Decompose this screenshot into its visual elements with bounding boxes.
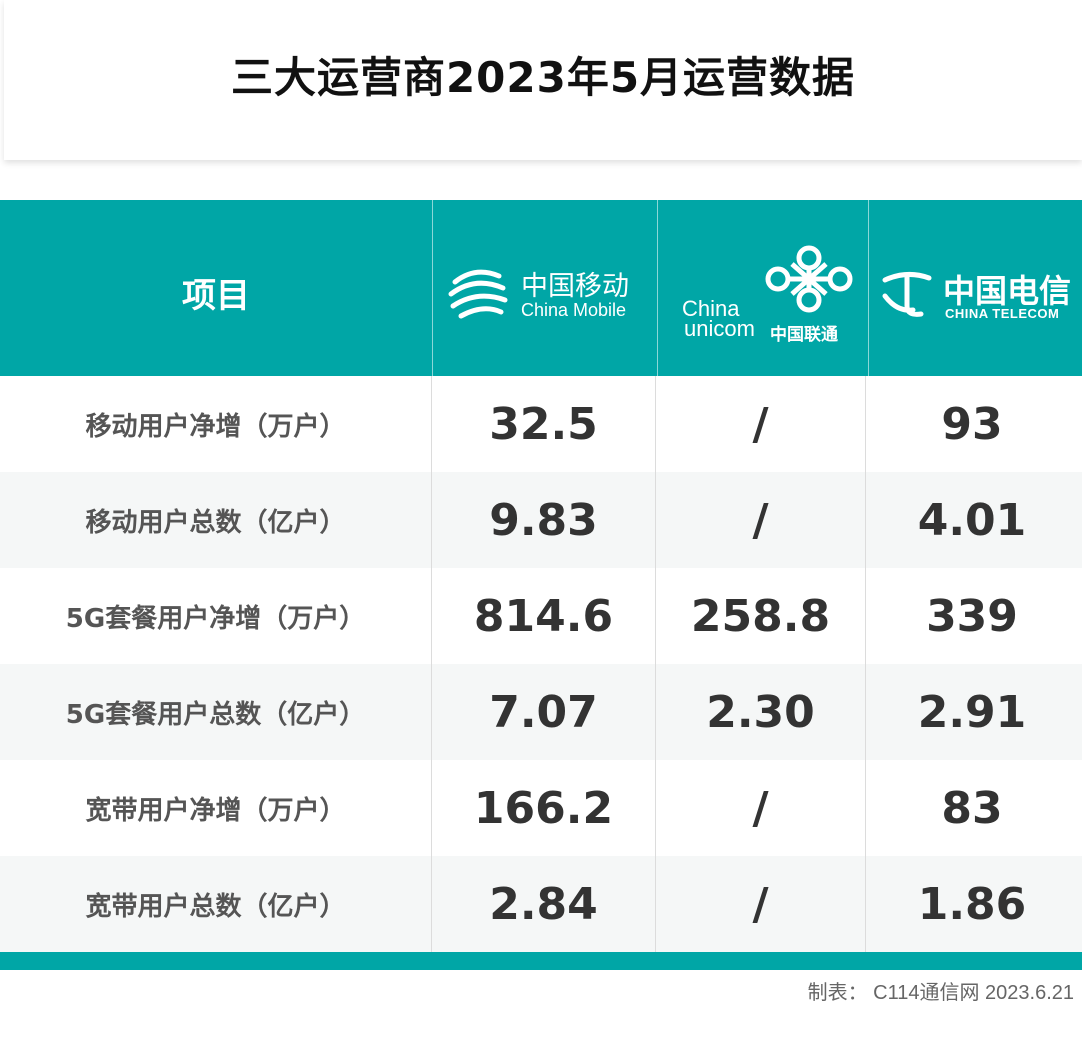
china-telecom-logo-icon (882, 272, 932, 317)
row-label: 移动用户总数（亿户） (0, 472, 432, 568)
cmcc-value: 32.5 (432, 376, 656, 472)
title-panel: 三大运营商2023年5月运营数据 (4, 0, 1082, 160)
table-row: 宽带用户总数（亿户） 2.84 / 1.86 (0, 856, 1082, 952)
row-label: 宽带用户总数（亿户） (0, 856, 432, 952)
data-table: 项目 中国移动 China Mobile (0, 200, 1082, 970)
unicom-value: / (656, 856, 866, 952)
cmcc-value: 814.6 (432, 568, 656, 664)
table-row: 移动用户总数（亿户） 9.83 / 4.01 (0, 472, 1082, 568)
footer-credit: 制表： C114通信网 2023.6.21 (807, 982, 1074, 1004)
cmcc-value: 2.84 (432, 856, 656, 952)
telecom-value: 1.86 (917, 878, 1027, 930)
unicom-value: 2.30 (656, 664, 866, 760)
china-unicom-knot-icon (765, 245, 853, 313)
cmcc-value: 166.2 (432, 760, 656, 856)
unicom-value: / (656, 760, 866, 856)
table-row: 5G套餐用户净增（万户） 814.6 258.8 339 (0, 568, 1082, 664)
china-telecom-cn: 中国电信 (943, 272, 1072, 310)
table-bottom-bar (0, 952, 1082, 970)
china-unicom-cn: 中国联通 (770, 325, 838, 345)
telecom-value: 339 (926, 590, 1018, 642)
china-mobile-logo-icon (448, 269, 508, 319)
telecom-value: 93 (941, 398, 1003, 450)
header-cmcc-cell: 中国移动 China Mobile (433, 200, 658, 376)
row-label: 5G套餐用户总数（亿户） (0, 664, 432, 760)
cmcc-value: 9.83 (432, 472, 656, 568)
china-unicom-en1: China (682, 296, 740, 321)
row-label: 5G套餐用户净增（万户） (0, 568, 432, 664)
china-telecom-en: CHINA TELECOM (945, 306, 1060, 321)
row-label: 宽带用户净增（万户） (0, 760, 432, 856)
header-item-label: 项目 (182, 276, 250, 316)
unicom-value: 258.8 (656, 568, 866, 664)
page-title: 三大运营商2023年5月运营数据 (230, 53, 856, 102)
table-row: 移动用户净增（万户） 32.5 / 93 (0, 376, 1082, 472)
telecom-value: 4.01 (917, 494, 1027, 546)
header-item-cell: 项目 (0, 200, 433, 376)
unicom-value: / (656, 376, 866, 472)
cmcc-value: 7.07 (432, 664, 656, 760)
header-telecom-cell: 中国电信 CHINA TELECOM (869, 200, 1081, 376)
telecom-value: 83 (941, 782, 1003, 834)
table-header: 项目 中国移动 China Mobile (0, 200, 1082, 376)
table-body: 移动用户净增（万户） 32.5 / 93 移动用户总数（亿户） 9.83 / 4… (0, 376, 1082, 952)
table-row: 宽带用户净增（万户） 166.2 / 83 (0, 760, 1082, 856)
china-mobile-en: China Mobile (521, 300, 627, 320)
china-mobile-cn: 中国移动 (521, 271, 629, 302)
row-label: 移动用户净增（万户） (0, 376, 432, 472)
china-unicom-en2: unicom (684, 316, 755, 341)
unicom-value: / (656, 472, 866, 568)
telecom-value: 2.91 (917, 686, 1027, 738)
table-row: 5G套餐用户总数（亿户） 7.07 2.30 2.91 (0, 664, 1082, 760)
header-unicom-cell: China unicom 中国联通 (658, 200, 869, 376)
